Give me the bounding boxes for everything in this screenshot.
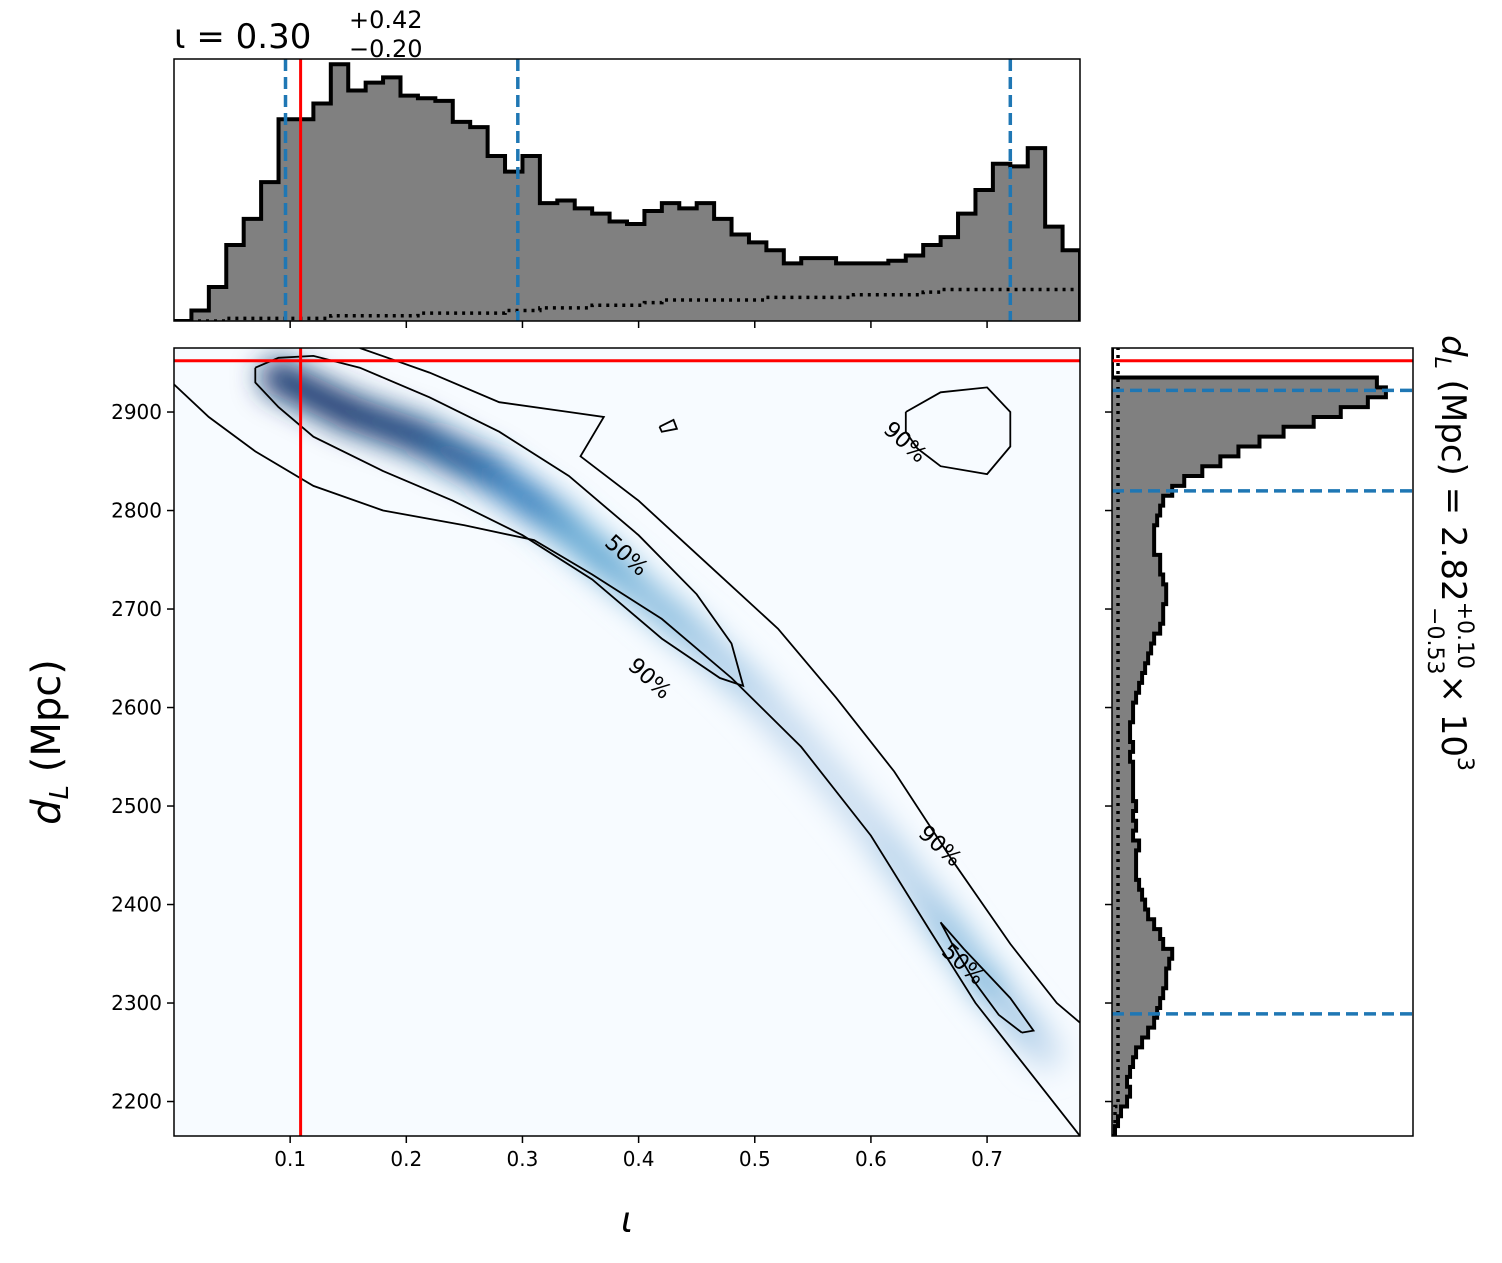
right-tick-marks: [1105, 411, 1112, 1103]
contour-lines: [174, 348, 1080, 1136]
density-core: [330, 394, 367, 431]
top-tick-marks: [289, 321, 988, 328]
right-title-upper-error: +0.10: [1452, 602, 1477, 669]
x-tick-label: 0.5: [739, 1147, 771, 1171]
y-tick-label: 2600: [111, 696, 162, 720]
density-core: [969, 965, 1006, 1002]
top-panel-frame: [173, 58, 1081, 322]
contour-50pct: [939, 921, 1036, 1034]
y-axis-label-subscript: L: [45, 785, 75, 800]
y-tick-label: 2500: [111, 794, 162, 818]
density-core: [911, 886, 947, 923]
x-tick-label: 0.7: [971, 1147, 1003, 1171]
top-histogram-outline: [174, 62, 1080, 321]
y-tick-label: 2800: [111, 499, 162, 523]
y-axis-ticks: 2200 2300 2400 2500 2600 2700 2800 2900: [111, 400, 174, 1114]
density-core: [736, 674, 773, 711]
density-core: [539, 502, 576, 539]
right-title-subscript: L: [1429, 357, 1454, 369]
right-marginal-panel: dL (Mpc) = 2.82+0.10−0.53× 103: [1105, 335, 1477, 1137]
y-tick-label: 2200: [111, 1090, 162, 1114]
top-title-median: 0.30: [236, 17, 312, 57]
y-axis-label: dL (Mpc): [24, 659, 75, 825]
density-core: [1027, 1034, 1064, 1071]
x-tick-label: 0.2: [390, 1147, 422, 1171]
top-title-equals: =: [186, 17, 236, 57]
right-title-unit: (Mpc) =: [1433, 369, 1473, 526]
joint-plot-area: [174, 348, 1080, 1136]
joint-panel: 50%50%90%90%90% 0.1 0.2 0.3 0.4 0.5 0.6 0.7 22…: [24, 347, 1081, 1241]
y-tick-label: 2700: [111, 597, 162, 621]
y-tick-label: 2400: [111, 893, 162, 917]
x-axis-label: ι: [621, 1200, 633, 1241]
x-tick-label: 0.3: [507, 1147, 539, 1171]
density-background: [174, 348, 1080, 1136]
density-core: [609, 561, 645, 598]
contour-90pct: [658, 418, 679, 433]
top-prior-outline: [174, 287, 1080, 321]
y-tick-label: 2900: [111, 400, 162, 424]
contour-90pct: [359, 348, 1080, 1024]
top-marginal-title: ι = 0.30: [174, 17, 311, 57]
right-title-symbol: d: [1433, 335, 1473, 357]
x-axis-ticks: 0.1 0.2 0.3 0.4 0.5 0.6 0.7: [274, 1136, 1003, 1171]
right-histogram: [1112, 348, 1413, 1136]
top-title-upper-error: +0.42: [349, 6, 423, 34]
joint-panel-frame: [173, 347, 1081, 1137]
contour-90pct: [904, 386, 1012, 476]
top-title-name: ι: [174, 17, 186, 57]
top-histogram: [174, 59, 1080, 321]
top-title-lower-error: −0.20: [349, 35, 423, 63]
right-title-factor: × 10: [1433, 674, 1473, 757]
right-title-lower-error: −0.53: [1422, 607, 1447, 674]
right-panel-frame: [1111, 347, 1414, 1137]
density-heatmap: [260, 359, 1064, 1071]
contour-90pct: [174, 383, 1080, 1136]
y-tick-label: 2300: [111, 991, 162, 1015]
svg-text:dL (Mpc): dL (Mpc): [24, 659, 75, 825]
right-title-exponent: 3: [1452, 757, 1477, 771]
right-histogram-fill: [1112, 348, 1386, 1136]
y-axis-label-unit: (Mpc): [24, 659, 70, 785]
x-tick-label: 0.4: [623, 1147, 655, 1171]
contour-50pct: [254, 354, 745, 688]
right-histogram-outline: [1112, 348, 1388, 1136]
density-core: [469, 453, 506, 490]
top-histogram-fill: [174, 64, 1080, 321]
svg-text:dL (Mpc) = 2.82+0.10−0.53× 103: dL (Mpc) = 2.82+0.10−0.53× 103: [1422, 335, 1477, 771]
density-core: [678, 620, 715, 657]
truth-lines: [174, 348, 1080, 1136]
density-core: [399, 418, 436, 455]
right-prior-outline: [1112, 348, 1120, 1136]
y-axis-label-symbol: d: [24, 799, 70, 825]
x-tick-label: 0.6: [855, 1147, 887, 1171]
density-core: [260, 359, 297, 396]
right-marginal-title: dL (Mpc) = 2.82+0.10−0.53× 103: [1422, 335, 1477, 771]
x-tick-label: 0.1: [274, 1147, 306, 1171]
right-title-median: 2.82: [1433, 526, 1473, 602]
top-marginal-panel: ι = 0.30 +0.42 −0.20: [173, 6, 1081, 328]
density-core: [794, 738, 831, 775]
density-core: [852, 807, 889, 844]
